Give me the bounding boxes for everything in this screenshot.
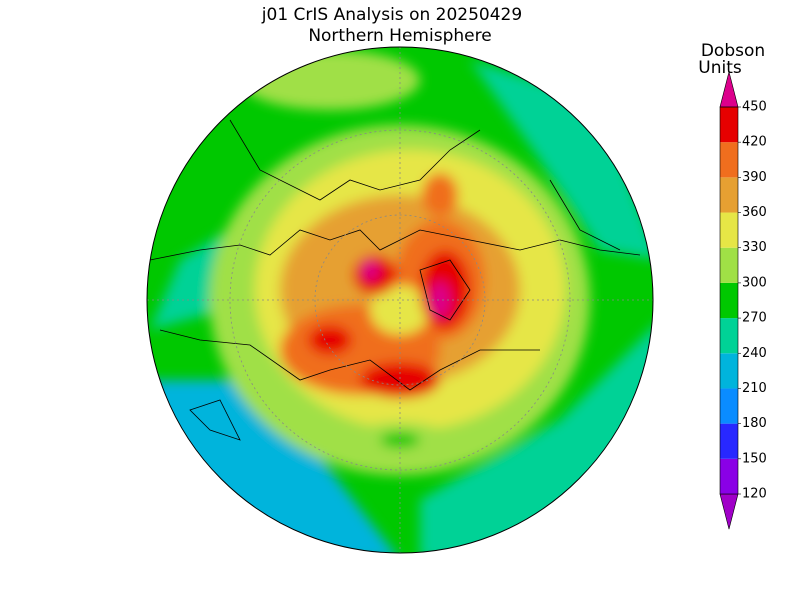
colorbar-tick-label: 120 xyxy=(742,487,767,502)
ozone-map xyxy=(147,47,653,553)
colorbar-tick-label: 210 xyxy=(742,381,767,396)
colorbar-tick-label: 450 xyxy=(742,100,767,115)
coastlines xyxy=(149,119,641,441)
colorbar-label: Dobson xyxy=(701,41,765,61)
colorbar-band xyxy=(720,282,738,319)
colorbar-tick-label: 390 xyxy=(742,170,767,185)
colorbar-tick-label: 300 xyxy=(742,275,767,290)
subtitle: Northern Hemisphere xyxy=(308,26,491,46)
colorbar-band xyxy=(720,142,738,178)
colorbar: 120 150 180 210 240 270 300 330 360 390 420 450 xyxy=(719,71,767,530)
colorbar-band xyxy=(720,318,738,354)
colorbar-tick-label: 180 xyxy=(742,416,767,431)
colorbar-band xyxy=(720,353,738,389)
colorbar-tick-label: 270 xyxy=(742,311,767,326)
colorbar-band xyxy=(720,212,738,248)
colorbar-band xyxy=(720,177,738,213)
globe-outline xyxy=(146,46,654,554)
colorbar-band xyxy=(720,458,738,494)
colorbar-band xyxy=(720,247,738,283)
colorbar-tick-label: 330 xyxy=(742,240,767,255)
colorbar-tick-label: 240 xyxy=(742,346,767,361)
colorbar-band xyxy=(720,388,738,424)
colorbar-band xyxy=(720,107,738,143)
colorbar-tick-label: 150 xyxy=(742,451,767,466)
colorbar-tick-label: 420 xyxy=(742,135,767,150)
colorbar-frame xyxy=(719,106,739,495)
graticule xyxy=(147,47,653,553)
colorbar-label: Units xyxy=(698,58,742,78)
colorbar-tick-label: 360 xyxy=(742,205,767,220)
colorbar-band xyxy=(720,423,738,459)
title: j01 CrIS Analysis on 20250429 xyxy=(261,5,522,25)
colorbar-extension xyxy=(719,493,739,530)
